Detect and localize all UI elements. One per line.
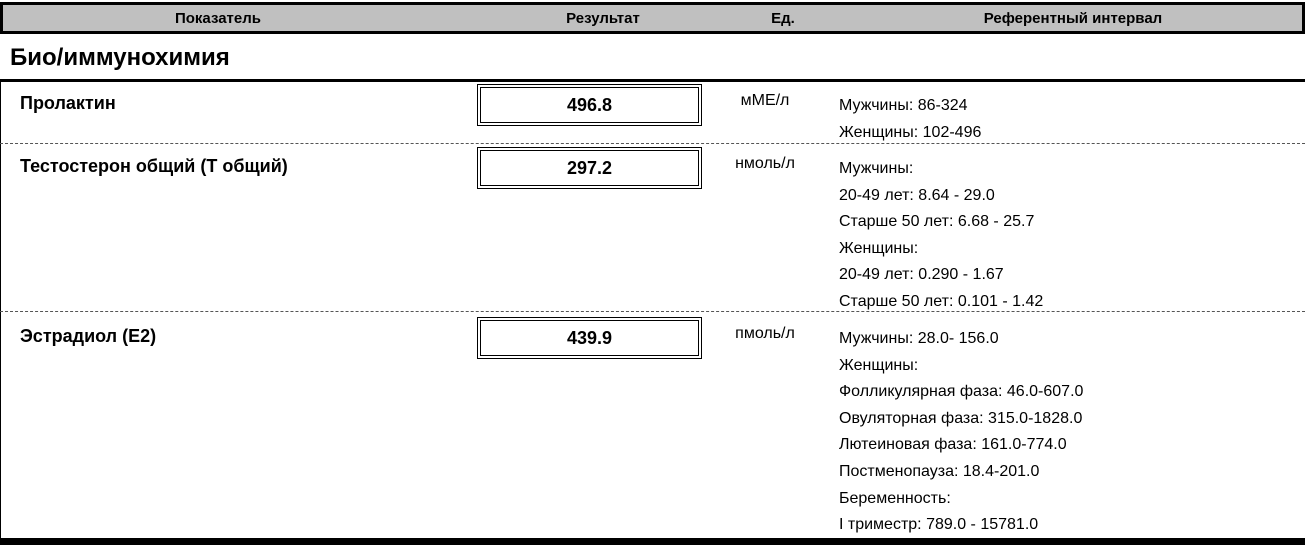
reference-line: Мужчины: 28.0- 156.0 (839, 330, 999, 347)
reference-interval: Мужчины: 20-49 лет: 8.64 - 29.0 Старше 5… (839, 156, 1043, 316)
unit: нмоль/л (735, 155, 795, 172)
divider (0, 79, 1305, 82)
divider (0, 82, 1, 538)
reference-line: I триместр: 789.0 - 15781.0 (839, 516, 1039, 534)
reference-line: Женщины: (839, 239, 919, 257)
indicator-name: Тестостерон общий (Т общий) (20, 156, 288, 176)
section-title: Био/иммунохимия (10, 44, 230, 71)
reference-line: Женщины: 102-496 (839, 123, 982, 141)
reference-line: Мужчины: (839, 160, 914, 177)
bottom-border (0, 538, 1305, 545)
reference-line: 20-49 лет: 0.290 - 1.67 (839, 266, 1004, 284)
reference-line: Женщины: (839, 356, 919, 374)
divider (0, 143, 1305, 144)
result-value: 496.8 (477, 84, 702, 126)
divider (0, 311, 1305, 312)
reference-interval: Мужчины: 86-324 Женщины: 102-496 (839, 93, 981, 146)
column-header-indicator: Показатель (174, 10, 261, 27)
column-header-unit: Ед. (771, 10, 795, 27)
reference-line: Лютеиновая фаза: 161.0-774.0 (839, 436, 1067, 454)
reference-line: Старше 50 лет: 0.101 - 1.42 (839, 292, 1044, 310)
column-header-reference: Референтный интервал (983, 10, 1163, 27)
result-value: 297.2 (477, 147, 702, 189)
table-header: Показатель Результат Ед. Референтный инт… (0, 2, 1305, 34)
indicator-name: Пролактин (20, 93, 116, 113)
reference-line: Фолликулярная фаза: 46.0-607.0 (839, 383, 1084, 401)
reference-line: Старше 50 лет: 6.68 - 25.7 (839, 213, 1035, 231)
indicator-name: Эстрадиол (E2) (20, 326, 157, 346)
result-value: 439.9 (477, 317, 702, 359)
unit: пмоль/л (735, 325, 795, 342)
reference-line: Беременность: (839, 489, 951, 507)
reference-interval: Мужчины: 28.0- 156.0 Женщины: Фолликуляр… (839, 326, 1083, 539)
reference-line: Постменопауза: 18.4-201.0 (839, 462, 1040, 480)
reference-line: 20-49 лет: 8.64 - 29.0 (839, 186, 995, 204)
reference-line: Овуляторная фаза: 315.0-1828.0 (839, 409, 1083, 427)
reference-line: Мужчины: 86-324 (839, 97, 968, 114)
column-header-result: Результат (566, 10, 640, 27)
unit: мМЕ/л (740, 92, 790, 109)
